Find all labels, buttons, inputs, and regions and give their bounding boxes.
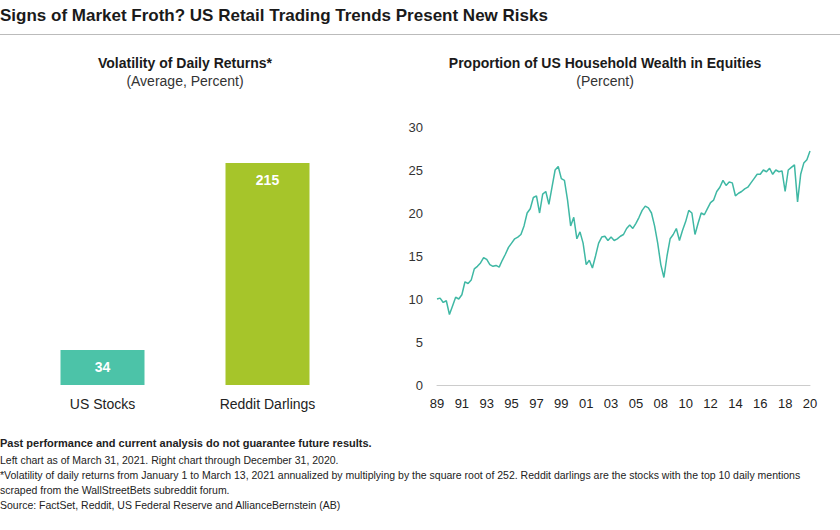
html-text:Source: FactSet, Reddit, US Fe: Source: FactSet, Reddit, US Federal Rese… bbox=[0, 499, 341, 511]
svg-text:12: 12 bbox=[703, 396, 717, 411]
svg-text:Reddit Darlings: Reddit Darlings bbox=[220, 396, 316, 412]
svg-text:05: 05 bbox=[629, 396, 643, 411]
svg-text:20: 20 bbox=[409, 206, 423, 221]
svg-text:16: 16 bbox=[753, 396, 767, 411]
svg-text:91: 91 bbox=[455, 396, 469, 411]
svg-text:15: 15 bbox=[409, 249, 423, 264]
svg-text:10: 10 bbox=[678, 396, 692, 411]
svg-text:97: 97 bbox=[529, 396, 543, 411]
svg-text:95: 95 bbox=[504, 396, 518, 411]
svg-text:34: 34 bbox=[95, 359, 111, 375]
svg-text:18: 18 bbox=[778, 396, 792, 411]
svg-text:10: 10 bbox=[409, 292, 423, 307]
html-text:Signs of Market Froth? US Reta: Signs of Market Froth? US Retail Trading… bbox=[0, 6, 548, 25]
svg-text:(Average, Percent): (Average, Percent) bbox=[126, 73, 243, 89]
svg-text:14: 14 bbox=[728, 396, 742, 411]
html-text:Past performance and current a: Past performance and current analysis do… bbox=[0, 437, 372, 449]
html-text:*Volatility of daily returns f: *Volatility of daily returns from Januar… bbox=[0, 469, 801, 496]
svg-text:5: 5 bbox=[416, 335, 423, 350]
svg-text:01: 01 bbox=[579, 396, 593, 411]
svg-text:0: 0 bbox=[416, 378, 423, 393]
svg-text:20: 20 bbox=[803, 396, 817, 411]
svg-text:215: 215 bbox=[256, 172, 280, 188]
svg-text:89: 89 bbox=[430, 396, 444, 411]
svg-text:(Percent): (Percent) bbox=[576, 73, 634, 89]
svg-text:US Stocks: US Stocks bbox=[70, 396, 135, 412]
svg-text:Proportion of US Household Wea: Proportion of US Household Wealth in Equ… bbox=[449, 55, 762, 71]
html-text:Left chart as of March 31, 202: Left chart as of March 31, 2021. Right c… bbox=[0, 454, 339, 466]
svg-text:93: 93 bbox=[479, 396, 493, 411]
svg-text:08: 08 bbox=[654, 396, 668, 411]
svg-text:Volatility of Daily Returns*: Volatility of Daily Returns* bbox=[98, 55, 273, 71]
svg-text:25: 25 bbox=[409, 163, 423, 178]
svg-text:03: 03 bbox=[604, 396, 618, 411]
svg-text:30: 30 bbox=[409, 120, 423, 135]
svg-text:99: 99 bbox=[554, 396, 568, 411]
